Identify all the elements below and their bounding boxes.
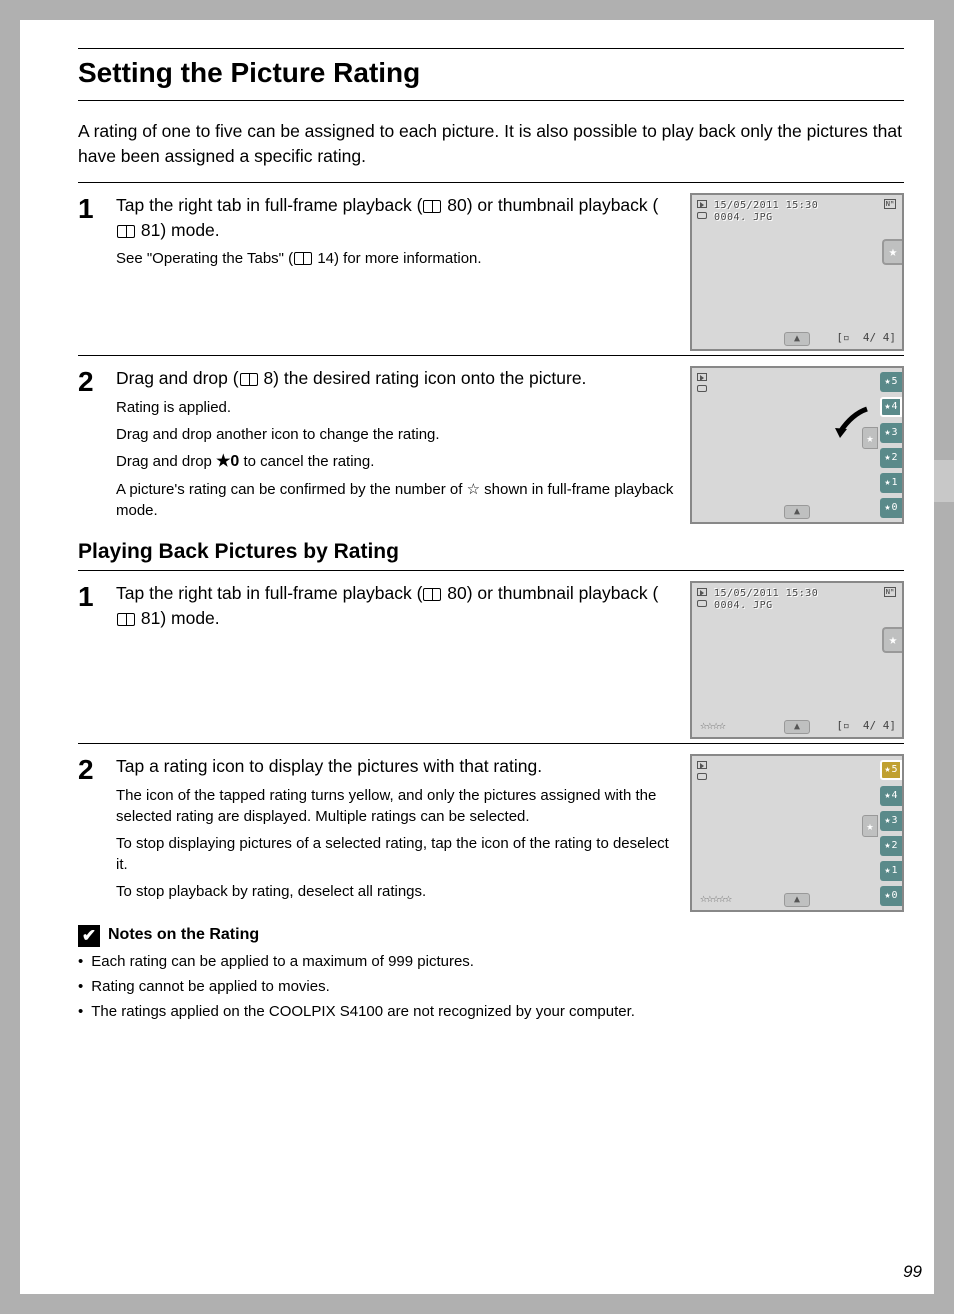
book-icon (240, 373, 258, 386)
rating-0: ★0 (880, 498, 902, 518)
step-title: Tap the right tab in full-frame playback… (116, 193, 676, 242)
notes-list: Each rating can be applied to a maximum … (78, 951, 904, 1022)
rating-4-selected: ★4 (880, 397, 902, 417)
subheading: Playing Back Pictures by Rating (78, 537, 904, 571)
up-arrow-icon: ▲ (784, 332, 810, 346)
rating-stars: ☆☆☆☆ (700, 717, 725, 734)
page-content: Setting the Picture Rating A rating of o… (20, 20, 934, 1294)
playback-icon (697, 588, 707, 596)
page-title: Setting the Picture Rating (78, 48, 904, 101)
star-tab-icon: ★ (882, 627, 902, 653)
screen-filename: 0004. JPG (714, 211, 773, 225)
divider (78, 355, 904, 356)
playback-icon (697, 200, 707, 208)
step-number: 2 (78, 754, 106, 912)
step-desc: To stop displaying pictures of a selecte… (116, 833, 676, 875)
note-item: The ratings applied on the COOLPIX S4100… (78, 1001, 904, 1022)
book-icon (294, 252, 312, 265)
book-icon (423, 200, 441, 213)
frame-icon (697, 600, 707, 607)
step-desc: See "Operating the Tabs" ( 14) for more … (116, 248, 676, 269)
step-number: 1 (78, 581, 106, 739)
step-2-2: 2 Tap a rating icon to display the pictu… (78, 750, 904, 912)
frame-icon (697, 385, 707, 392)
star-tab-icon: ★ (882, 239, 902, 265)
step-title: Tap a rating icon to display the picture… (116, 754, 676, 779)
up-arrow-icon: ▲ (784, 505, 810, 519)
screen-counter: [▫ 4/ 4] (836, 330, 896, 345)
intro-text: A rating of one to five can be assigned … (78, 119, 904, 168)
up-arrow-icon: ▲ (784, 893, 810, 907)
page-number: 99 (903, 1260, 922, 1284)
frame-icon (697, 773, 707, 780)
chapter-tab-marker (932, 460, 954, 502)
check-icon: ✔ (78, 925, 100, 947)
camera-screen-2: ★ ★5 ★4 ★3 ★2 ★1 ★0 ▲ (690, 366, 904, 524)
rating-stars: ☆☆☆☆☆ (700, 890, 731, 907)
rating-stack: ★ ★5 ★4 ★3 ★2 ★1 ★0 (880, 760, 902, 906)
star-outline-icon: ☆ (467, 479, 480, 500)
note-item: Each rating can be applied to a maximum … (78, 951, 904, 972)
rating-1: ★1 (880, 861, 902, 881)
screen-mode: Nᴹ (884, 199, 896, 209)
step-1-1: 1 Tap the right tab in full-frame playba… (78, 189, 904, 351)
notes-heading: ✔ Notes on the Rating (78, 924, 904, 946)
rating-stack: ★ ★5 ★4 ★3 ★2 ★1 ★0 (880, 372, 902, 518)
playback-icon (697, 373, 707, 381)
camera-screen-4: ★ ★5 ★4 ★3 ★2 ★1 ★0 ☆☆☆☆☆ ▲ (690, 754, 904, 912)
star-tab-icon: ★ (862, 815, 878, 837)
notes-section: ✔ Notes on the Rating Each rating can be… (78, 924, 904, 1021)
playback-icon (697, 761, 707, 769)
divider (78, 743, 904, 744)
star-zero-icon: ★0 (216, 451, 239, 473)
rating-2: ★2 (880, 836, 902, 856)
rating-5-selected: ★5 (880, 760, 902, 780)
step-desc: To stop playback by rating, deselect all… (116, 881, 676, 902)
screen-filename: 0004. JPG (714, 599, 773, 613)
step-desc: Drag and drop ★0 to cancel the rating. (116, 451, 676, 473)
book-icon (423, 588, 441, 601)
step-desc: The icon of the tapped rating turns yell… (116, 785, 676, 827)
camera-screen-3: 15/05/2011 15:30 0004. JPG Nᴹ ★ ☆☆☆☆ ▲ [… (690, 581, 904, 739)
step-1-2: 2 Drag and drop ( 8) the desired rating … (78, 362, 904, 527)
rating-3: ★3 (880, 423, 902, 443)
frame-icon (697, 212, 707, 219)
camera-screen-1: 15/05/2011 15:30 0004. JPG Nᴹ ★ ▲ [▫ 4/ … (690, 193, 904, 351)
book-icon (117, 613, 135, 626)
book-icon (117, 225, 135, 238)
rating-4: ★4 (880, 786, 902, 806)
step-desc: Rating is applied. (116, 397, 676, 418)
note-item: Rating cannot be applied to movies. (78, 976, 904, 997)
step-title: Drag and drop ( 8) the desired rating ic… (116, 366, 676, 391)
drag-arrow-icon (832, 404, 872, 444)
step-desc: A picture's rating can be confirmed by t… (116, 479, 676, 521)
up-arrow-icon: ▲ (784, 720, 810, 734)
step-desc: Drag and drop another icon to change the… (116, 424, 676, 445)
screen-mode: Nᴹ (884, 587, 896, 597)
screen-counter: [▫ 4/ 4] (836, 718, 896, 733)
rating-1: ★1 (880, 473, 902, 493)
rating-2: ★2 (880, 448, 902, 468)
divider (78, 182, 904, 183)
step-title: Tap the right tab in full-frame playback… (116, 581, 676, 630)
rating-3: ★3 (880, 811, 902, 831)
step-2-1: 1 Tap the right tab in full-frame playba… (78, 577, 904, 739)
rating-5: ★5 (880, 372, 902, 392)
step-number: 2 (78, 366, 106, 527)
step-number: 1 (78, 193, 106, 351)
rating-0: ★0 (880, 886, 902, 906)
